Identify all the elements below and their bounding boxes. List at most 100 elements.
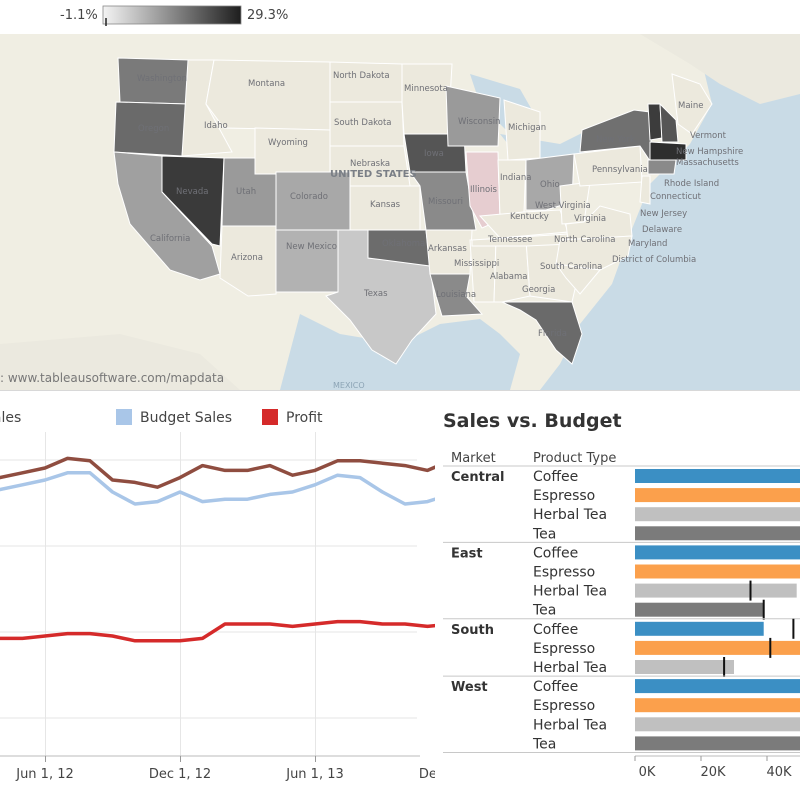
x-tick-label-3: Dec 1, 13 [419,767,435,782]
sales-bar-1-3[interactable] [635,602,764,617]
label-mexico: MEXICO [333,381,365,390]
panel-divider [0,390,800,391]
sales-vs-budget-panel[interactable]: Sales vs. Budget Market Product Type Centr… [437,392,800,800]
label-maine: Maine [678,101,704,111]
legend-label-2: Profit [286,410,323,426]
sales-bar-2-2[interactable] [635,660,734,674]
line-chart-svg[interactable]: Sales Budget Sales Profit Jun 1, 12 Dec 1, … [0,392,481,800]
color-legend-svg: -1.1% 29.3% [60,5,288,26]
state-florida[interactable] [501,301,583,365]
sales-bar-1-2[interactable] [635,583,797,598]
product-label-2-2: Herbal Tea [533,660,607,676]
state-california[interactable] [113,151,221,281]
state-maine[interactable] [671,73,713,135]
line-chart-grid [0,432,451,756]
series-line-2[interactable] [0,619,452,643]
sales-bar-3-2[interactable] [635,717,800,732]
sales-bar-1-1[interactable] [635,564,800,579]
product-label-0-2: Herbal Tea [533,507,607,523]
label-arkansas: Arkansas [428,244,467,254]
state-idaho[interactable] [181,59,233,157]
sales-bar-2-1[interactable] [635,640,800,655]
label-new-york: New York [596,135,635,145]
state-wisconsin[interactable] [445,85,501,147]
state-new-mexico[interactable] [275,229,341,293]
product-label-2-0: Coffee [533,622,578,638]
label-south-dakota: South Dakota [334,118,392,128]
label-rhode-island: Rhode Island [664,179,719,189]
us-map[interactable]: Washington Oregon Idaho Montana Wyoming … [0,34,800,390]
sales-bar-1-0[interactable] [635,545,800,560]
bar-tick-label-0: 0K [639,765,656,780]
product-label-0-3: Tea [532,526,556,542]
label-district-of-columbia: District of Columbia [612,255,696,265]
state-indiana[interactable] [497,159,527,217]
label-illinois: Illinois [470,185,498,195]
market-label-east: East [451,546,483,561]
line-chart-x-axis: Jun 1, 12 Dec 1, 12 Jun 1, 13 Dec 1, 13 [0,755,481,782]
label-nevada: Nevada [176,187,208,197]
series-line-0[interactable] [0,456,452,489]
product-label-0-0: Coffee [533,469,578,485]
product-label-2-1: Espresso [533,641,595,657]
label-idaho: Idaho [204,121,228,131]
x-tick-label-2: Jun 1, 13 [285,767,344,782]
state-north-dakota[interactable] [329,61,403,103]
sales-bar-3-0[interactable] [635,679,800,694]
label-vermont: Vermont [690,131,727,141]
sales-vs-budget-svg[interactable]: Sales vs. Budget Market Product Type Centr… [437,392,800,800]
state-massachusetts[interactable] [649,141,687,161]
product-label-3-3: Tea [532,736,556,752]
label-california: California [150,234,190,244]
sales-bar-0-1[interactable] [635,488,800,503]
state-montana[interactable] [205,59,331,131]
state-south-carolina[interactable] [554,263,601,295]
state-tennessee[interactable] [471,233,571,247]
x-tick-label-1: Dec 1, 12 [149,767,211,782]
line-chart-series[interactable] [0,456,452,643]
sales-bar-2-0[interactable] [635,621,764,636]
label-massachusetts: Massachusetts [676,158,739,168]
label-arizona: Arizona [231,253,263,263]
series-line-1[interactable] [0,471,452,506]
us-map-svg[interactable]: Washington Oregon Idaho Montana Wyoming … [0,34,800,390]
state-new-jersey[interactable] [639,175,651,205]
sales-bar-0-2[interactable] [635,507,800,522]
market-label-west: West [451,680,488,695]
legend-swatch-1 [116,409,132,425]
state-minnesota[interactable] [401,63,453,135]
line-chart-panel[interactable]: Sales Budget Sales Profit Jun 1, 12 Dec 1, … [0,392,481,800]
legend-label-0: Sales [0,410,21,426]
label-new-jersey: New Jersey [640,209,687,219]
label-florida: Florida [538,329,567,339]
state-new-hampshire[interactable] [659,102,679,143]
sales-vs-budget-header: Sales vs. Budget Market Product Type [443,410,800,467]
label-louisiana: Louisiana [436,290,476,300]
sales-bar-3-3[interactable] [635,736,800,751]
state-connecticut[interactable] [647,159,677,175]
state-north-carolina[interactable] [555,235,633,271]
sales-vs-budget-rows[interactable]: Central Coffee Espresso Herbal Tea Tea East Co… [443,469,800,753]
label-virginia: Virginia [574,214,606,224]
label-iowa: Iowa [424,149,444,159]
state-louisiana[interactable] [429,273,484,317]
sales-bar-3-1[interactable] [635,698,800,713]
state-arizona[interactable] [219,225,277,297]
color-legend: -1.1% 29.3% [0,0,800,34]
state-wyoming[interactable] [254,127,331,175]
legend-swatch-2 [262,409,278,425]
legend-min-label: -1.1% [60,8,98,23]
canada-east-land [640,34,800,104]
legend-gradient-bar [102,5,242,25]
label-west-virginia: West Virginia [535,201,591,211]
sales-bar-0-3[interactable] [635,526,800,541]
label-missouri: Missouri [428,197,463,207]
label-kansas: Kansas [370,200,401,210]
label-new-mexico: New Mexico [286,242,337,252]
product-label-1-3: Tea [532,603,556,619]
label-alabama: Alabama [490,272,527,282]
label-texas: Texas [363,289,388,299]
product-label-1-1: Espresso [533,565,595,581]
sales-bar-0-0[interactable] [635,469,800,483]
bar-tick-label-2: 40K [766,765,792,780]
